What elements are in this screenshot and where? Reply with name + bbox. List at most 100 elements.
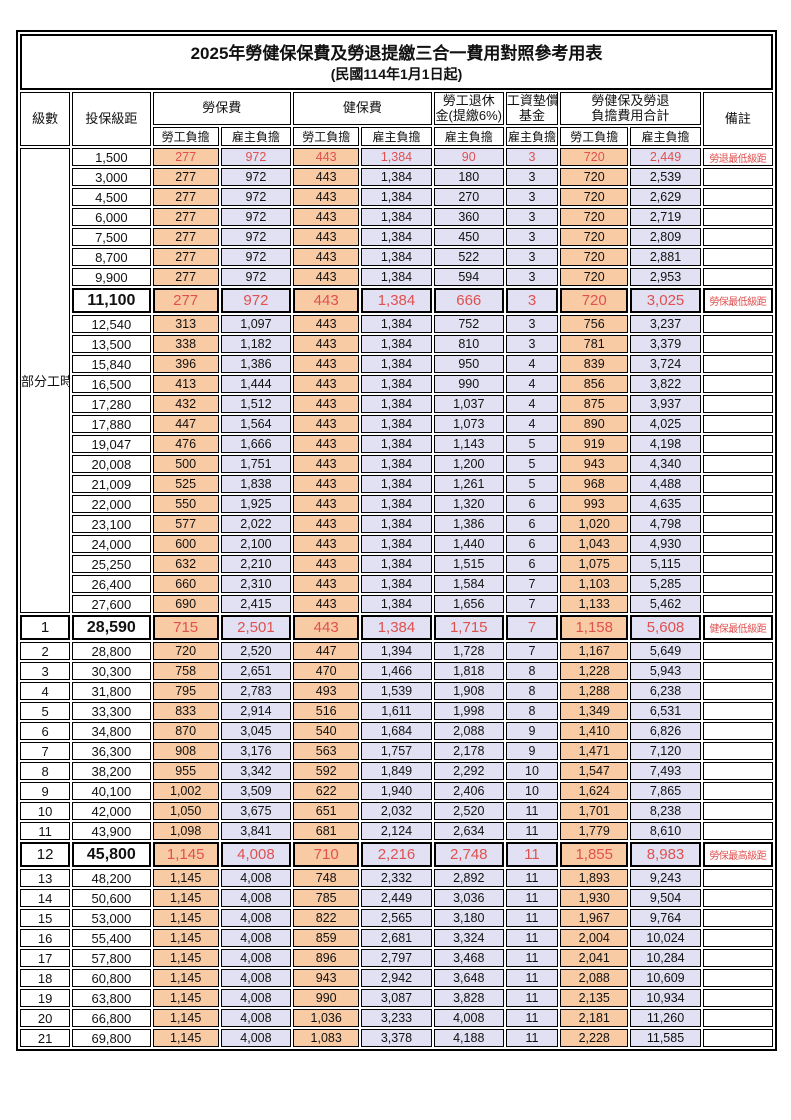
value-cell: 443 (293, 615, 360, 640)
value-cell: 1,384 (361, 455, 432, 473)
value-cell: 447 (152, 415, 219, 433)
value-cell: 1,384 (361, 335, 432, 353)
bracket-cell: 50,600 (72, 889, 151, 907)
value-cell: 1,728 (433, 642, 504, 660)
value-cell: 1,384 (361, 515, 432, 533)
value-cell: 4,008 (220, 929, 292, 947)
value-cell: 1,349 (560, 702, 629, 720)
value-cell: 4,008 (220, 949, 292, 967)
value-cell: 8,610 (630, 822, 701, 840)
value-cell: 795 (152, 682, 219, 700)
bracket-cell: 17,880 (72, 415, 151, 433)
value-cell: 443 (293, 335, 360, 353)
value-cell: 11 (505, 1029, 559, 1047)
bracket-cell: 3,000 (72, 168, 151, 186)
table-row: 8,700 277 972 443 1,384 522 3 720 2,881 (20, 248, 773, 266)
value-cell: 8,238 (630, 802, 701, 820)
table-title-cell: 2025年勞健保保費及勞退提繳三合一費用對照參考用表 (民國114年1月1日起) (20, 34, 773, 90)
value-cell: 2,783 (220, 682, 292, 700)
table-row: 19 63,800 1,145 4,008 990 3,087 3,828 11 2,135 10… (20, 989, 773, 1007)
value-cell: 1,515 (433, 555, 504, 573)
value-cell: 9,243 (630, 869, 701, 887)
value-cell: 972 (220, 228, 292, 246)
table-row: 16 55,400 1,145 4,008 859 2,681 3,324 11 2,004 10… (20, 929, 773, 947)
value-cell: 9 (505, 722, 559, 740)
value-cell: 3 (505, 288, 559, 313)
bracket-cell: 55,400 (72, 929, 151, 947)
value-cell: 3,036 (433, 889, 504, 907)
bracket-cell: 11,100 (72, 288, 151, 313)
remark-cell (702, 595, 773, 613)
value-cell: 1,384 (361, 415, 432, 433)
level-cell: 1 (20, 615, 71, 640)
value-cell: 1,083 (293, 1029, 360, 1047)
value-cell: 6 (505, 515, 559, 533)
value-cell: 720 (152, 642, 219, 660)
value-cell: 4,198 (630, 435, 701, 453)
value-cell: 1,384 (361, 495, 432, 513)
table-row: 4 31,800 795 2,783 493 1,539 1,908 8 1,288 6,238 (20, 682, 773, 700)
remark-cell (702, 315, 773, 333)
value-cell: 443 (293, 228, 360, 246)
table-row: 18 60,800 1,145 4,008 943 2,942 3,648 11 2,088 10… (20, 969, 773, 987)
value-cell: 2,216 (361, 842, 432, 867)
value-cell: 690 (152, 595, 219, 613)
value-cell: 7,865 (630, 782, 701, 800)
value-cell: 1,384 (361, 535, 432, 553)
value-cell: 4 (505, 395, 559, 413)
value-cell: 3 (505, 228, 559, 246)
pension-line2: 金(提繳6%) (435, 107, 502, 123)
table-row: 25,250 632 2,210 443 1,384 1,515 6 1,075 5,115 (20, 555, 773, 573)
value-cell: 1,384 (361, 355, 432, 373)
value-cell: 1,471 (560, 742, 629, 760)
value-cell: 5 (505, 455, 559, 473)
value-cell: 90 (433, 148, 504, 166)
subheader-total-employer: 雇主負擔 (630, 127, 701, 146)
value-cell: 2,809 (630, 228, 701, 246)
value-cell: 443 (293, 455, 360, 473)
value-cell: 11 (505, 1009, 559, 1027)
value-cell: 972 (220, 188, 292, 206)
value-cell: 2,914 (220, 702, 292, 720)
value-cell: 10 (505, 782, 559, 800)
value-cell: 990 (433, 375, 504, 393)
remark-cell (702, 375, 773, 393)
value-cell: 990 (293, 989, 360, 1007)
level-cell: 19 (20, 989, 71, 1007)
value-cell: 4,340 (630, 455, 701, 473)
table-row: 3 30,300 758 2,651 470 1,466 1,818 8 1,228 5,943 (20, 662, 773, 680)
value-cell: 4,930 (630, 535, 701, 553)
remark-cell: 勞保最低級距 (702, 288, 773, 313)
value-cell: 2,501 (220, 615, 292, 640)
bracket-cell: 15,840 (72, 355, 151, 373)
value-cell: 1,384 (361, 148, 432, 166)
subheader-health-employee: 勞工負擔 (293, 127, 360, 146)
value-cell: 1,103 (560, 575, 629, 593)
value-cell: 2,124 (361, 822, 432, 840)
value-cell: 781 (560, 335, 629, 353)
value-cell: 2,088 (560, 969, 629, 987)
value-cell: 7 (505, 595, 559, 613)
value-cell: 1,779 (560, 822, 629, 840)
value-cell: 443 (293, 288, 360, 313)
value-cell: 1,384 (361, 228, 432, 246)
value-cell: 2,748 (433, 842, 504, 867)
value-cell: 1,384 (361, 288, 432, 313)
value-cell: 1,098 (152, 822, 219, 840)
bracket-cell: 38,200 (72, 762, 151, 780)
value-cell: 432 (152, 395, 219, 413)
value-cell: 11,585 (630, 1029, 701, 1047)
value-cell: 856 (560, 375, 629, 393)
level-cell: 7 (20, 742, 71, 760)
value-cell: 2,953 (630, 268, 701, 286)
value-cell: 666 (433, 288, 504, 313)
value-cell: 2,520 (220, 642, 292, 660)
table-row: 2 28,800 720 2,520 447 1,394 1,728 7 1,167 5,649 (20, 642, 773, 660)
value-cell: 839 (560, 355, 629, 373)
value-cell: 11,260 (630, 1009, 701, 1027)
value-cell: 2,892 (433, 869, 504, 887)
table-row: 21,009 525 1,838 443 1,384 1,261 5 968 4,488 (20, 475, 773, 493)
bracket-cell: 69,800 (72, 1029, 151, 1047)
value-cell: 810 (433, 335, 504, 353)
remark-cell (702, 949, 773, 967)
